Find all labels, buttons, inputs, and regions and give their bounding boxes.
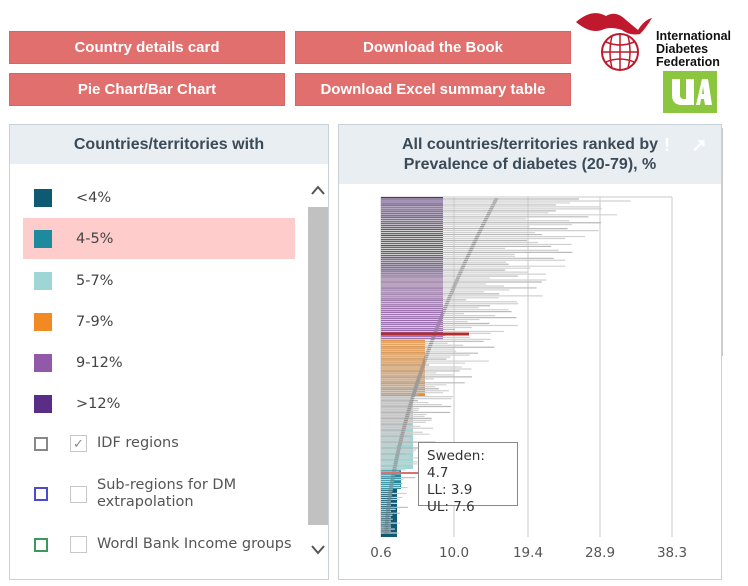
option-sub-regions[interactable]: Sub-regions for DM extrapolation	[34, 477, 294, 511]
legend-swatch	[34, 353, 52, 372]
legend-label: 5-7%	[76, 272, 114, 289]
legend-label: <4%	[76, 189, 112, 206]
legend-swatch	[34, 394, 52, 413]
chart-tooltip: Sweden: 4.7 LL: 3.9 UL: 7.6	[418, 442, 518, 515]
legend-swatch	[34, 229, 52, 248]
legend-label: 4-5%	[76, 230, 114, 247]
option-label: IDF regions	[97, 435, 179, 451]
legend-scrollbar[interactable]	[307, 175, 329, 575]
scroll-thumb[interactable]	[308, 207, 328, 525]
x-tick-label: 38.3	[657, 545, 687, 561]
legend-panel-title: Countries/territories with	[10, 125, 328, 164]
ranking-chart-panel: All countries/territories ranked by Prev…	[338, 124, 722, 580]
ua-logo-icon	[663, 71, 717, 113]
sub-regions-checkbox[interactable]	[70, 485, 87, 503]
legend-swatch	[34, 188, 52, 207]
legend-label: >12%	[76, 395, 121, 412]
legend-item-9-12[interactable]: 9-12%	[23, 342, 295, 383]
panel-divider	[722, 128, 723, 356]
income-groups-color-box	[34, 537, 48, 552]
income-groups-checkbox[interactable]	[70, 536, 87, 553]
info-icon[interactable]: !	[664, 135, 670, 155]
legend-label: 7-9%	[76, 313, 114, 330]
x-tick-label: 28.9	[585, 545, 615, 561]
x-tick-label: 19.4	[513, 545, 543, 561]
legend-item-gt12[interactable]: >12%	[23, 383, 295, 424]
x-tick-label: 0.6	[370, 545, 391, 561]
legend-label: 9-12%	[76, 354, 123, 371]
expand-icon[interactable]: ↗	[691, 135, 707, 155]
idf-regions-checkbox[interactable]: ✓	[70, 435, 87, 452]
legend-swatch	[34, 312, 52, 331]
scroll-up-icon[interactable]	[309, 181, 327, 199]
ranking-chart: 0.6 10.0 19.4 28.9 38.3	[370, 196, 687, 561]
legend-item-4-5[interactable]: 4-5%	[23, 218, 295, 259]
option-label: Wordl Bank Income groups	[97, 536, 292, 552]
option-idf-regions[interactable]: ✓ IDF regions	[34, 435, 314, 452]
legend-swatch	[34, 271, 52, 290]
chart-title: All countries/territories ranked by Prev…	[339, 125, 721, 184]
download-book-button[interactable]: Download the Book	[295, 31, 571, 64]
download-excel-button[interactable]: Download Excel summary table	[295, 73, 571, 106]
legend-panel: Countries/territories with <4% 4-5% 5-7%…	[9, 124, 329, 580]
idf-logo-text: International Diabetes Federation	[656, 29, 732, 69]
idf-bird-logo-icon	[576, 13, 652, 71]
idf-regions-color-box	[34, 436, 48, 451]
option-income-groups[interactable]: Wordl Bank Income groups	[34, 536, 294, 553]
scroll-down-icon[interactable]	[309, 541, 327, 559]
option-label: Sub-regions for DM extrapolation	[97, 477, 237, 510]
country-details-card-button[interactable]: Country details card	[9, 31, 285, 64]
sub-regions-color-box	[34, 487, 48, 501]
pie-bar-chart-button[interactable]: Pie Chart/Bar Chart	[9, 73, 285, 106]
legend-item-7-9[interactable]: 7-9%	[23, 301, 295, 342]
legend-item-5-7[interactable]: 5-7%	[23, 260, 295, 301]
x-tick-label: 10.0	[439, 545, 469, 561]
legend-item-lt4[interactable]: <4%	[23, 177, 295, 218]
